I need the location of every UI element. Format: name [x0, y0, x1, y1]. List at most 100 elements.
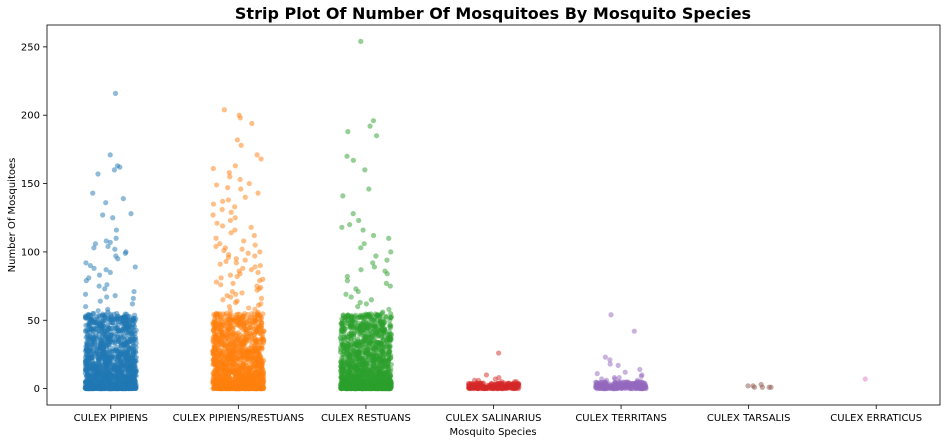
point-culex-tarsalis [751, 384, 758, 390]
point-culex-restuans [358, 38, 364, 45]
point-culex-pipiens-restuans [225, 344, 232, 350]
point-culex-pipiens-restuans [219, 382, 225, 388]
point-culex-restuans [386, 349, 392, 355]
point-culex-restuans [340, 193, 346, 199]
point-culex-pipiens-restuans [218, 275, 224, 281]
point-culex-restuans [361, 241, 367, 247]
point-culex-pipiens-restuans [234, 370, 240, 376]
point-culex-restuans [388, 314, 394, 320]
point-culex-territans [638, 373, 644, 379]
point-culex-restuans [368, 385, 374, 391]
point-culex-pipiens [129, 301, 135, 307]
point-culex-pipiens-restuans [231, 316, 237, 322]
point-culex-pipiens [112, 246, 118, 252]
point-culex-pipiens [127, 374, 133, 380]
point-culex-pipiens [105, 385, 112, 391]
point-culex-pipiens-restuans [220, 198, 226, 204]
point-culex-salinarius [478, 380, 484, 386]
point-culex-pipiens [106, 342, 112, 348]
point-culex-pipiens-restuans [257, 278, 263, 284]
point-culex-salinarius [473, 380, 479, 386]
point-culex-pipiens-restuans [217, 316, 224, 322]
point-culex-restuans [353, 359, 359, 366]
point-culex-pipiens [89, 385, 95, 391]
point-culex-territans [602, 354, 608, 360]
point-culex-pipiens-restuans [215, 311, 221, 318]
point-culex-pipiens-restuans [212, 346, 218, 352]
point-culex-pipiens-restuans [212, 317, 219, 324]
point-culex-pipiens [118, 328, 124, 334]
point-culex-pipiens [112, 375, 119, 382]
point-culex-pipiens-restuans [255, 302, 262, 308]
point-culex-pipiens [129, 345, 135, 351]
point-culex-pipiens-restuans [212, 383, 218, 389]
point-culex-pipiens-restuans [220, 333, 226, 339]
point-culex-pipiens [132, 264, 138, 270]
x-tick-label: CULEX ERRATICUS [830, 413, 922, 424]
point-culex-pipiens-restuans [243, 340, 249, 346]
point-culex-restuans [369, 353, 375, 360]
point-culex-restuans [355, 288, 361, 295]
point-culex-pipiens [90, 348, 97, 354]
point-culex-pipiens-restuans [210, 338, 216, 344]
point-culex-restuans [374, 385, 380, 392]
point-culex-restuans [358, 267, 364, 273]
point-culex-pipiens [96, 283, 102, 289]
point-culex-salinarius [489, 385, 495, 391]
x-tick-label: CULEX SALINARIUS [445, 413, 541, 424]
point-culex-pipiens [115, 319, 121, 325]
point-culex-restuans [365, 346, 371, 352]
point-culex-pipiens-restuans [223, 258, 229, 265]
point-culex-restuans [366, 186, 372, 192]
point-culex-pipiens-restuans [224, 357, 230, 363]
point-culex-pipiens [112, 293, 118, 299]
point-culex-pipiens [127, 382, 133, 388]
point-culex-pipiens-restuans [261, 357, 267, 364]
point-culex-pipiens-restuans [257, 262, 263, 269]
point-culex-restuans [345, 382, 351, 388]
plot-frame [46, 24, 941, 406]
point-culex-pipiens-restuans [229, 383, 236, 389]
point-culex-pipiens-restuans [246, 305, 252, 311]
point-culex-pipiens-restuans [225, 197, 232, 203]
y-tick-label: 150 [21, 179, 40, 190]
point-culex-pipiens-restuans [258, 156, 264, 162]
point-culex-pipiens-restuans [240, 372, 246, 378]
point-culex-pipiens [121, 365, 128, 371]
point-culex-salinarius [467, 384, 474, 391]
point-culex-pipiens [130, 353, 136, 359]
point-culex-territans [608, 312, 614, 318]
point-culex-pipiens-restuans [241, 238, 247, 244]
point-culex-restuans [371, 264, 378, 270]
point-culex-pipiens-restuans [251, 232, 257, 239]
point-culex-restuans [351, 348, 357, 354]
point-culex-pipiens-restuans [221, 107, 227, 113]
point-culex-pipiens [111, 167, 117, 173]
point-culex-pipiens [103, 267, 109, 273]
point-culex-restuans [340, 351, 346, 358]
point-culex-pipiens [96, 334, 102, 341]
point-culex-pipiens [133, 344, 139, 350]
point-culex-tarsalis [745, 383, 751, 389]
point-culex-pipiens-restuans [254, 355, 260, 361]
point-culex-pipiens [102, 286, 108, 292]
point-culex-territans [626, 383, 632, 390]
point-culex-pipiens-restuans [228, 230, 234, 236]
point-culex-restuans [379, 385, 385, 391]
point-culex-territans [616, 379, 622, 385]
point-culex-restuans [372, 346, 378, 352]
point-culex-pipiens-restuans [214, 220, 220, 226]
point-culex-pipiens [126, 319, 132, 325]
point-culex-pipiens-restuans [259, 372, 266, 378]
point-culex-pipiens-restuans [239, 246, 245, 252]
y-tick-label: 50 [27, 316, 40, 327]
point-culex-restuans [385, 363, 391, 369]
point-culex-pipiens [92, 320, 98, 326]
point-culex-pipiens [114, 349, 121, 355]
point-culex-territans [603, 377, 610, 383]
point-culex-pipiens [95, 171, 101, 177]
point-culex-pipiens [82, 291, 89, 297]
point-culex-pipiens-restuans [248, 382, 254, 388]
point-culex-pipiens-restuans [217, 261, 223, 267]
